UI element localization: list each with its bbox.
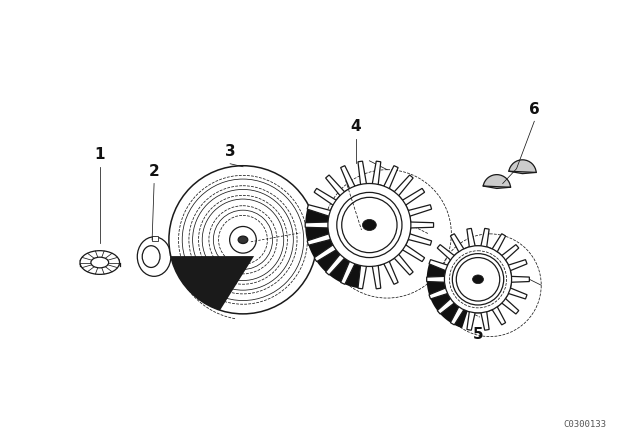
Ellipse shape — [362, 220, 376, 231]
Text: 4: 4 — [350, 119, 361, 134]
Circle shape — [230, 227, 256, 253]
Ellipse shape — [80, 251, 120, 274]
Polygon shape — [305, 161, 433, 289]
Ellipse shape — [238, 236, 248, 244]
Ellipse shape — [138, 237, 171, 276]
Polygon shape — [152, 236, 158, 241]
Ellipse shape — [142, 246, 160, 267]
Text: C0300133: C0300133 — [563, 420, 607, 430]
Ellipse shape — [91, 257, 109, 268]
Circle shape — [444, 246, 511, 313]
Polygon shape — [80, 255, 111, 274]
Text: 5: 5 — [473, 327, 483, 341]
Circle shape — [169, 166, 317, 314]
Polygon shape — [427, 263, 468, 328]
Polygon shape — [170, 251, 254, 310]
Polygon shape — [427, 228, 529, 330]
Polygon shape — [254, 224, 314, 256]
Text: 6: 6 — [529, 103, 540, 117]
Circle shape — [456, 258, 500, 301]
Ellipse shape — [472, 275, 483, 284]
Circle shape — [342, 197, 397, 253]
Wedge shape — [483, 175, 511, 189]
Text: 3: 3 — [225, 144, 236, 159]
Text: 1: 1 — [95, 147, 105, 162]
Ellipse shape — [308, 230, 318, 250]
Wedge shape — [509, 160, 536, 174]
Circle shape — [328, 184, 411, 267]
Text: 2: 2 — [148, 164, 159, 179]
Polygon shape — [305, 205, 363, 289]
Circle shape — [452, 254, 504, 305]
Circle shape — [337, 192, 402, 258]
